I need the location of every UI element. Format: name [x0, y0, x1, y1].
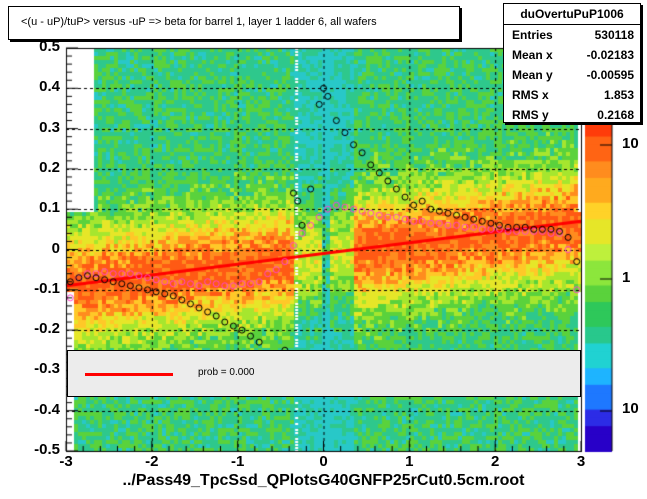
- stats-value: -0.02183: [586, 48, 634, 62]
- stats-key: Entries: [512, 28, 553, 42]
- y-tick-label: -0.3: [34, 360, 60, 378]
- stats-name: duOvertuPuP1006: [504, 4, 640, 25]
- x-tick-label: -2: [145, 453, 159, 470]
- y-tick-label: -0.1: [34, 279, 60, 297]
- z-tick-label: 10: [622, 135, 639, 152]
- stats-value: 0.2168: [597, 108, 634, 122]
- y-tick-label: -0.4: [34, 400, 60, 418]
- y-tick-label: 0.5: [39, 38, 60, 55]
- plot-title: <(u - uP)/tuP> versus -uP => beta for ba…: [21, 16, 377, 28]
- z-tick-label: 1: [622, 269, 631, 286]
- stats-key: RMS y: [512, 108, 549, 122]
- z-tick-label: 10: [622, 400, 639, 417]
- y-tick-label: 0.1: [39, 199, 60, 217]
- fit-legend: prob = 0.000: [67, 350, 581, 397]
- x-tick-label: 0: [319, 453, 328, 470]
- legend-prob-text: prob = 0.000: [198, 367, 255, 378]
- stats-value: 530118: [594, 28, 634, 42]
- y-tick-label: 0.3: [39, 118, 60, 136]
- y-tick-label: 0.4: [39, 78, 60, 96]
- stats-box: duOvertuPuP1006 Entries 530118 Mean x -0.0…: [503, 3, 641, 123]
- stats-row-mean-y: Mean y -0.00595: [504, 65, 640, 85]
- legend-fit-line: [85, 373, 173, 376]
- stats-row-mean-x: Mean x -0.02183: [504, 45, 640, 65]
- x-tick-label: 3: [576, 453, 586, 470]
- plot-title-box: <(u - uP)/tuP> versus -uP => beta for ba…: [8, 6, 460, 40]
- x-tick-label: -3: [59, 453, 73, 470]
- stats-row-entries: Entries 530118: [504, 25, 640, 45]
- stats-key: Mean x: [512, 48, 553, 62]
- stats-row-rms-y: RMS y 0.2168: [504, 105, 640, 125]
- y-tick-label: 0: [51, 239, 60, 257]
- y-tick-label: -0.5: [34, 441, 60, 458]
- stats-value: -0.00595: [586, 68, 634, 82]
- stats-value: 1.853: [603, 88, 634, 102]
- x-tick-label: 1: [405, 453, 414, 470]
- stats-key: RMS x: [512, 88, 549, 102]
- stats-row-rms-x: RMS x 1.853: [504, 85, 640, 105]
- x-tick-label: 2: [490, 453, 500, 470]
- stats-key: Mean y: [512, 68, 553, 82]
- y-tick-label: -0.2: [34, 320, 60, 338]
- x-tick-label: -1: [230, 453, 245, 470]
- file-path-footer: ../Pass49_TpcSsd_QPlotsG40GNFP25rCut0.5c…: [122, 472, 525, 489]
- y-tick-label: 0.2: [39, 158, 60, 176]
